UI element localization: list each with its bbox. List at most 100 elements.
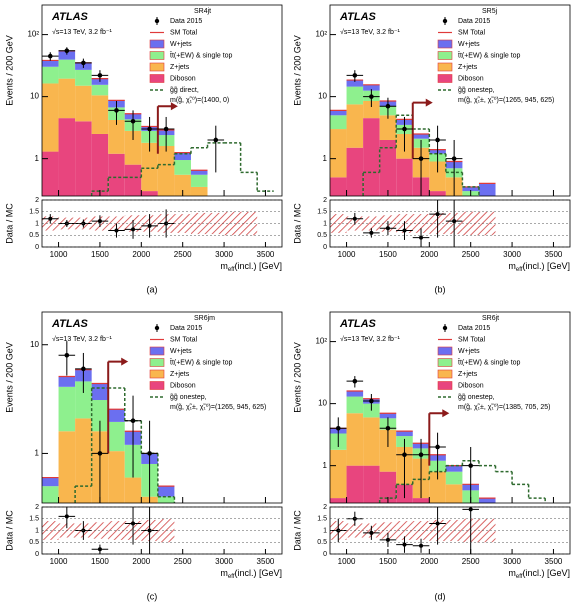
stack-bar <box>58 78 76 119</box>
stack-bar <box>346 390 364 397</box>
data-point <box>435 444 440 450</box>
stack-bar <box>379 471 397 503</box>
ratio-tick-label: 0.5 <box>317 232 327 239</box>
main-plot <box>330 376 546 517</box>
legend-label: t̄t(+EW) & single top <box>458 358 521 366</box>
stack-bar <box>75 562 92 563</box>
ratio-tick-label: 0 <box>35 244 39 251</box>
data-point <box>163 126 169 132</box>
ratio-plot <box>330 200 496 247</box>
x-label-main: m <box>508 568 516 578</box>
legend-label: Diboson <box>458 75 484 82</box>
stack-bar <box>363 84 380 91</box>
energy-label: √s=13 TeV, 3.2 fb⁻¹ <box>340 28 401 36</box>
legend-label: g̃g̃ onestep, <box>170 394 207 401</box>
legend-swatch <box>437 346 453 356</box>
stack-bar <box>379 139 397 196</box>
x-tick-label: 3500 <box>257 250 275 259</box>
y-tick-label: 1 <box>323 154 328 163</box>
stack-bar <box>330 115 347 130</box>
legend-label: Data 2015 <box>170 18 202 25</box>
ratio-point <box>131 521 136 526</box>
stack-bar <box>141 142 158 192</box>
legend-label: W+jets <box>458 348 480 355</box>
y-tick-label: 10 <box>318 92 327 101</box>
stack-bar <box>445 465 463 472</box>
x-tick-label: 1500 <box>379 557 397 566</box>
x-tick-label: 3000 <box>503 250 521 259</box>
ratio-tick-label: 0 <box>35 551 39 558</box>
ratio-tick-label: 0.5 <box>29 232 39 239</box>
ratio-band <box>240 211 258 236</box>
caption: (d) <box>435 591 446 601</box>
x-tick-label: 2000 <box>132 250 150 259</box>
panel: 0 0.5 1 1.5 2 1 10 10² 1000 1500 2000 2500 3000 3500 E… <box>292 311 571 601</box>
legend-label: g̃g̃ onestep, <box>458 394 495 401</box>
ratio-point <box>419 235 424 240</box>
x-label-sub: eff <box>516 267 523 273</box>
stack-bar <box>346 104 364 148</box>
ratio-tick-label: 2 <box>35 197 39 204</box>
ratio-tick-label: 1.5 <box>317 516 327 523</box>
ratio-axis-label: Data / MC <box>292 203 302 244</box>
data-point <box>369 94 374 99</box>
x-tick-label: 1000 <box>50 250 68 259</box>
x-tick-label: 3000 <box>215 557 233 566</box>
x-tick-label: 1000 <box>50 557 68 566</box>
legend-label: t̄t(+EW) & single top <box>170 51 233 59</box>
y-tick-label: 1 <box>35 449 40 458</box>
legend-swatch <box>437 39 453 49</box>
legend-label: Diboson <box>458 382 484 389</box>
stack-bar <box>363 101 380 119</box>
y-tick-label: 10 <box>30 340 39 349</box>
stack-bar <box>396 431 413 437</box>
x-label-sub: eff <box>228 267 235 273</box>
y-axis-label: Events / 200 GeV <box>4 35 14 106</box>
stack-bar <box>58 376 76 387</box>
ratio-plot <box>42 209 258 239</box>
legend-label: W+jets <box>170 41 192 48</box>
stack-bar <box>330 498 347 503</box>
stack-bar <box>157 496 175 503</box>
ratio-point <box>385 226 390 231</box>
data-point <box>385 426 391 431</box>
data-point <box>402 126 407 132</box>
stack-bar <box>141 191 158 196</box>
legend-label: g̃g̃ direct, <box>170 87 199 94</box>
stack-bar <box>479 503 496 517</box>
atlas-label: ATLAS <box>339 318 377 330</box>
legend-label: Diboson <box>170 382 196 389</box>
caption: (c) <box>147 591 158 601</box>
data-point <box>335 426 341 431</box>
main-frame <box>329 4 571 197</box>
legend-swatch <box>149 358 165 367</box>
energy-label: √s=13 TeV, 3.2 fb⁻¹ <box>52 28 113 36</box>
x-axis-label: meff(incl.) [GeV] <box>220 261 282 272</box>
ratio-frame <box>329 506 571 555</box>
stack-bar <box>58 118 76 196</box>
stack-bar <box>478 498 496 503</box>
ratio-axis-label: Data / MC <box>4 203 14 244</box>
atlas-label: ATLAS <box>51 11 89 23</box>
cut-arrow-head <box>121 357 129 366</box>
data-point <box>418 452 424 458</box>
data-point <box>468 463 473 468</box>
panel: 0 0.5 1 1.5 2 1 10 10² 1000 1500 2000 2500 3000 3500 E… <box>292 4 571 294</box>
y-tick-label: 10 <box>30 92 39 101</box>
main-frame <box>41 4 283 197</box>
stack-bar <box>75 121 92 196</box>
stack-bar <box>190 170 208 175</box>
legend-swatch <box>437 381 453 390</box>
data-point <box>97 73 103 78</box>
stack-bar <box>346 147 364 196</box>
ratio-point <box>452 219 457 224</box>
stack-bar <box>363 465 380 503</box>
ratio-tick-label: 2 <box>35 504 39 511</box>
region-label: SR5j <box>482 8 498 15</box>
x-tick-label: 3500 <box>545 557 563 566</box>
legend-label: SM Total <box>170 336 198 343</box>
data-point <box>418 156 424 161</box>
stack-bar <box>91 400 109 432</box>
x-axis-label: meff(incl.) [GeV] <box>508 568 570 579</box>
main-frame <box>329 311 571 504</box>
